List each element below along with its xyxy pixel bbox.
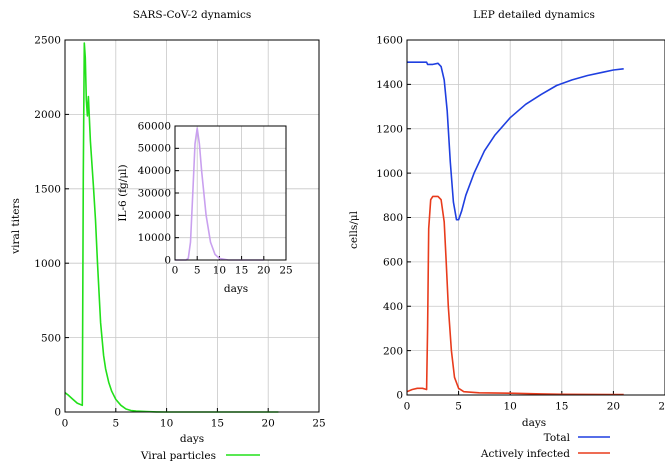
y-tick-label: 40000 xyxy=(138,165,171,177)
legend-label-total: Total xyxy=(544,432,571,444)
x-tick-label: 15 xyxy=(235,265,248,277)
x-tick-label: 10 xyxy=(504,401,517,413)
x-axis-label: days xyxy=(522,417,546,429)
series-line-il6 xyxy=(175,127,264,261)
y-axis-label: viral titers xyxy=(10,198,22,255)
y-tick-label: 400 xyxy=(383,301,403,313)
x-tick-label: 5 xyxy=(194,265,201,277)
y-tick-label: 20000 xyxy=(138,210,171,222)
inset-series-lines xyxy=(175,127,264,261)
x-tick-label: 25 xyxy=(279,265,292,277)
y-tick-label: 0 xyxy=(54,407,61,419)
gridlines xyxy=(407,40,665,395)
chart-title: LEP detailed dynamics xyxy=(473,9,595,21)
x-tick-label: 20 xyxy=(607,401,620,413)
plot-frame xyxy=(406,39,665,396)
x-tick-label: 10 xyxy=(213,265,226,277)
chart-lep: LEP detailed dynamics 0 5 10 15 20 25 0 200 400 6… xyxy=(348,9,665,460)
plot-frame xyxy=(64,39,320,413)
y-tick-label: 50000 xyxy=(138,143,171,155)
x-axis-label: days xyxy=(180,433,204,445)
y-tick-label: 1500 xyxy=(34,183,61,195)
x-tick-label: 20 xyxy=(257,265,270,277)
legend-label-actively-infected: Actively infected xyxy=(480,448,570,460)
y-tick-label: 10000 xyxy=(138,232,171,244)
series-line-actively-infected xyxy=(406,195,624,396)
inset-axis-ticks: 0 5 10 15 20 25 0 10000 20000 30000 40000 50000 6000… xyxy=(138,120,293,276)
chart-title: SARS-CoV-2 dynamics xyxy=(133,9,252,21)
x-tick-label: 10 xyxy=(160,418,173,430)
x-tick-label: 0 xyxy=(172,265,179,277)
x-tick-label: 0 xyxy=(62,418,69,430)
y-tick-label: 200 xyxy=(383,345,403,357)
inset-x-axis-label: days xyxy=(224,283,248,295)
inset-plot-frame xyxy=(174,125,287,261)
legend-label-viral-particles: Viral particles xyxy=(140,450,216,462)
y-tick-label: 0 xyxy=(164,254,171,266)
x-tick-label: 15 xyxy=(211,418,224,430)
x-tick-label: 0 xyxy=(404,401,411,413)
y-tick-label: 1200 xyxy=(376,123,403,135)
y-tick-label: 1400 xyxy=(376,79,403,91)
y-tick-label: 1600 xyxy=(376,35,403,47)
y-tick-label: 800 xyxy=(383,212,403,224)
x-tick-label: 25 xyxy=(658,401,665,413)
inset-y-axis-label: IL-6 (fg/μl) xyxy=(117,164,129,221)
chart-il6-inset: 0 5 10 15 20 25 0 10000 20000 30000 40000 50000 6000… xyxy=(117,120,293,295)
y-axis-label: cells/μl xyxy=(348,210,360,249)
x-tick-label: 25 xyxy=(312,418,325,430)
axis-ticks: 0 5 10 15 20 25 0 200 400 600 800 1000 1200 1400 1600 xyxy=(376,35,665,413)
y-tick-label: 1000 xyxy=(376,168,403,180)
x-tick-label: 5 xyxy=(455,401,462,413)
y-tick-label: 1000 xyxy=(34,258,61,270)
y-tick-label: 2500 xyxy=(34,35,61,47)
y-tick-label: 600 xyxy=(383,257,403,269)
y-tick-label: 500 xyxy=(41,332,61,344)
y-tick-label: 30000 xyxy=(138,187,171,199)
y-tick-label: 0 xyxy=(396,390,403,402)
x-tick-label: 20 xyxy=(262,418,275,430)
x-tick-label: 15 xyxy=(555,401,568,413)
y-tick-label: 60000 xyxy=(138,120,171,132)
x-tick-label: 5 xyxy=(112,418,119,430)
y-tick-label: 2000 xyxy=(34,109,61,121)
series-line-total xyxy=(407,61,624,221)
series-lines xyxy=(406,61,624,396)
